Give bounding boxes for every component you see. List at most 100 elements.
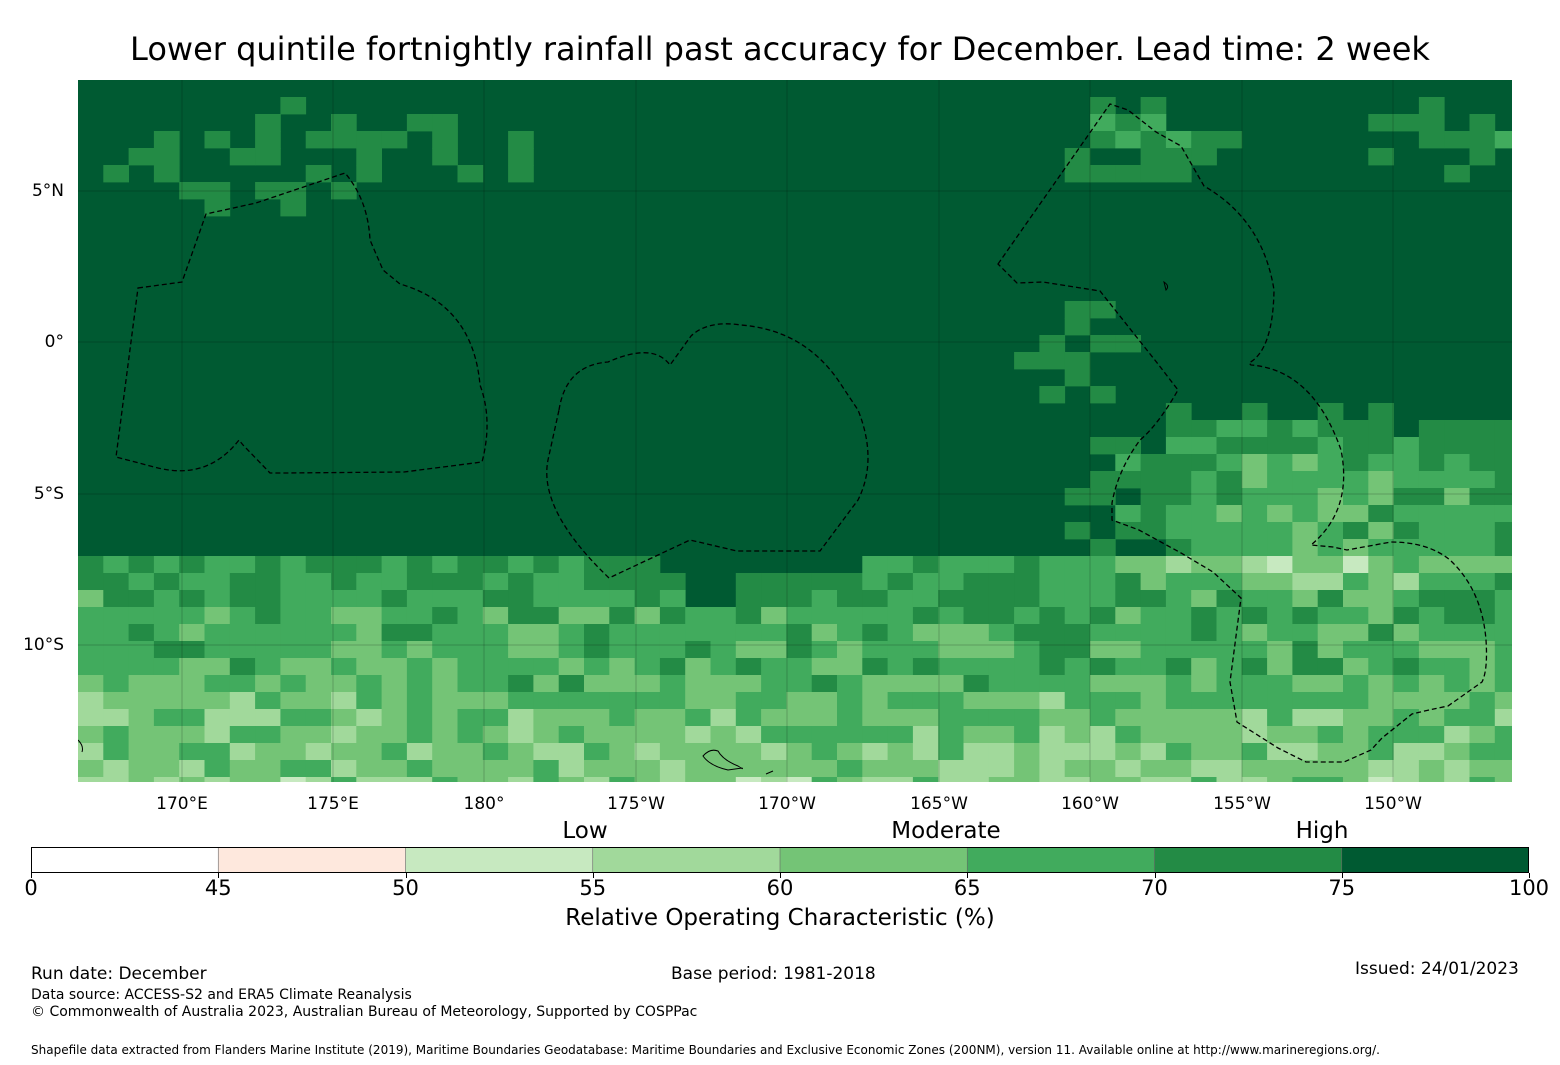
grid-cell	[1241, 556, 1268, 574]
grid-cell	[634, 590, 661, 608]
grid-cell	[305, 675, 332, 693]
grid-cell	[1393, 692, 1420, 710]
grid-cell	[305, 692, 332, 710]
grid-cell	[1292, 539, 1319, 557]
grid-cell	[1317, 488, 1344, 506]
grid-cell	[1418, 607, 1445, 625]
grid-cell	[912, 658, 939, 676]
grid-cell	[103, 641, 129, 659]
grid-cell	[533, 675, 560, 693]
grid-cell	[1090, 114, 1116, 132]
grid-cell	[1368, 692, 1394, 710]
grid-cell	[1090, 760, 1116, 778]
grid-cell	[356, 556, 382, 574]
grid-cell	[1267, 692, 1293, 710]
grid-cell	[862, 573, 888, 591]
grid-cell	[1039, 573, 1066, 591]
grid-cell	[584, 624, 610, 642]
grid-cell	[305, 658, 332, 676]
grid-cell	[381, 743, 408, 761]
grid-cell	[1343, 624, 1369, 642]
eez-boundary-kiribati-phoenix	[546, 323, 869, 579]
grid-cell	[1418, 709, 1445, 727]
grid-cell	[406, 675, 433, 693]
grid-cell	[1216, 777, 1243, 782]
eez-boundary-kiribati-line	[997, 103, 1488, 763]
grid-cell	[78, 607, 104, 625]
grid-cell	[1191, 437, 1217, 455]
grid-cell	[1216, 556, 1243, 574]
grid-cell	[584, 556, 610, 574]
grid-cell	[229, 148, 256, 166]
grid-cell	[280, 607, 307, 625]
grid-cell	[179, 692, 205, 710]
grid-cell	[1292, 743, 1319, 761]
grid-cell	[634, 692, 661, 710]
grid-cell	[1444, 437, 1470, 455]
grid-cell	[1241, 607, 1268, 625]
grid-cell	[255, 148, 281, 166]
grid-cell	[204, 777, 231, 782]
grid-cell	[1216, 658, 1243, 676]
grid-cell	[1444, 471, 1470, 489]
grid-cell	[735, 675, 762, 693]
grid-cell	[1469, 114, 1496, 132]
grid-cell	[761, 641, 787, 659]
grid-cell	[1165, 709, 1192, 727]
grid-cell	[331, 131, 357, 149]
colorbar-tick-mark	[1341, 873, 1343, 878]
grid-cell	[1090, 692, 1116, 710]
grid-cell	[1368, 556, 1394, 574]
grid-cell	[1064, 165, 1091, 183]
grid-cell	[1216, 641, 1243, 659]
grid-cell	[659, 641, 686, 659]
grid-cell	[1469, 692, 1496, 710]
grid-cell	[1343, 607, 1369, 625]
grid-cell	[786, 760, 813, 778]
grid-cell	[533, 573, 560, 591]
grid-cell	[1292, 709, 1319, 727]
grid-cell	[356, 590, 382, 608]
colorbar-bin-60-65	[779, 846, 969, 874]
grid-cell	[1115, 624, 1141, 642]
grid-cell	[735, 726, 762, 744]
grid-cell	[786, 607, 813, 625]
grid-cell	[280, 726, 307, 744]
grid-cell	[659, 777, 686, 782]
grid-cell	[406, 658, 433, 676]
grid-cell	[1165, 148, 1192, 166]
grid-cell	[1393, 539, 1420, 557]
grid-cell	[331, 573, 357, 591]
grid-cell	[837, 573, 863, 591]
colorbar-tick-label: 75	[1328, 876, 1356, 900]
grid-cell	[457, 743, 484, 761]
grid-cell	[1317, 760, 1344, 778]
grid-cell	[1444, 675, 1470, 693]
grid-cell	[938, 607, 964, 625]
grid-cell	[1418, 437, 1445, 455]
grid-cell	[1343, 505, 1369, 523]
grid-cell	[533, 658, 560, 676]
grid-cell	[128, 692, 155, 710]
grid-cell	[634, 760, 661, 778]
grid-cell	[1267, 709, 1293, 727]
grid-cell	[1064, 590, 1091, 608]
grid-cell	[1165, 607, 1192, 625]
grid-cell	[103, 709, 129, 727]
grid-cell	[331, 607, 357, 625]
grid-cell	[1165, 573, 1192, 591]
grid-cell	[331, 641, 357, 659]
grid-cell	[1343, 709, 1369, 727]
grid-cell	[305, 607, 332, 625]
x-tick-165w: 165°W	[910, 794, 968, 814]
grid-cell	[356, 777, 382, 782]
grid-cell	[1115, 437, 1141, 455]
grid-cell	[255, 777, 281, 782]
grid-cell	[482, 777, 509, 782]
grid-cell	[179, 590, 205, 608]
grid-cell	[1165, 403, 1192, 421]
grid-cell	[1494, 488, 1512, 506]
grid-cell	[1216, 539, 1243, 557]
grid-cell	[1064, 369, 1091, 387]
grid-cell	[1216, 437, 1243, 455]
